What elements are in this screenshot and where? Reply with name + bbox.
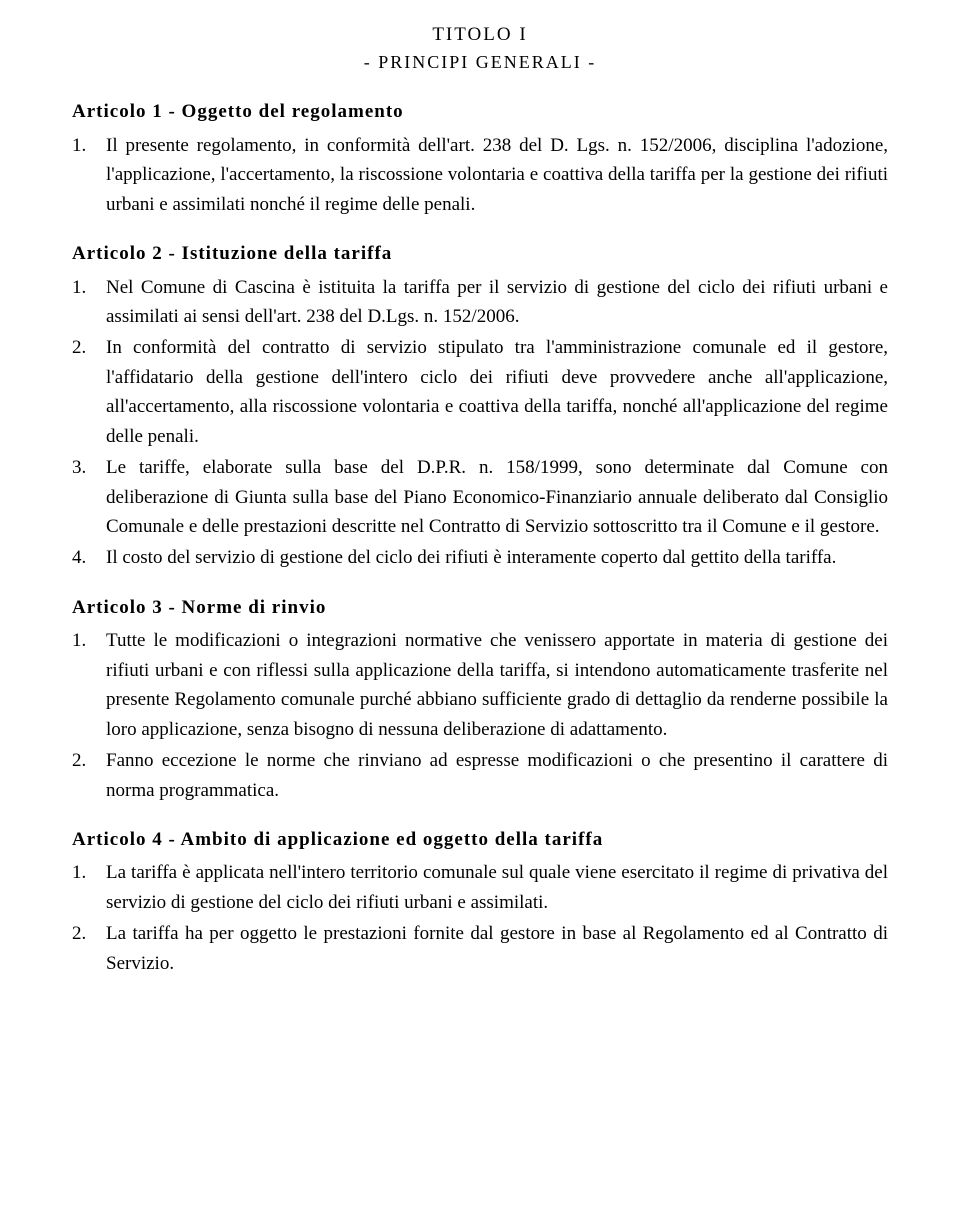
article-list: 1. La tariffa è applicata nell'intero te… [72,858,888,978]
item-text: Nel Comune di Cascina è istituita la tar… [106,273,888,332]
article-list: 1. Il presente regolamento, in conformit… [72,131,888,219]
item-number: 1. [72,626,106,744]
item-number: 1. [72,131,106,219]
item-text: Le tariffe, elaborate sulla base del D.P… [106,453,888,541]
item-number: 2. [72,746,106,805]
list-item: 1. Nel Comune di Cascina è istituita la … [72,273,888,332]
list-item: 2. In conformità del contratto di serviz… [72,333,888,451]
title-line-1: TITOLO I [72,20,888,49]
item-number: 1. [72,273,106,332]
list-item: 2. Fanno eccezione le norme che rinviano… [72,746,888,805]
list-item: 1. Tutte le modificazioni o integrazioni… [72,626,888,744]
item-text: Il costo del servizio di gestione del ci… [106,543,888,572]
list-item: 1. La tariffa è applicata nell'intero te… [72,858,888,917]
article-list: 1. Tutte le modificazioni o integrazioni… [72,626,888,805]
item-number: 2. [72,333,106,451]
list-item: 4. Il costo del servizio di gestione del… [72,543,888,572]
article-heading: Articolo 1 - Oggetto del regolamento [72,97,888,126]
item-number: 3. [72,453,106,541]
title-line-2: - PRINCIPI GENERALI - [72,49,888,77]
item-text: In conformità del contratto di servizio … [106,333,888,451]
item-text: Tutte le modificazioni o integrazioni no… [106,626,888,744]
document-page: TITOLO I - PRINCIPI GENERALI - Articolo … [0,0,960,1230]
article-list: 1. Nel Comune di Cascina è istituita la … [72,273,888,573]
item-text: Fanno eccezione le norme che rinviano ad… [106,746,888,805]
article-heading: Articolo 4 - Ambito di applicazione ed o… [72,825,888,854]
list-item: 1. Il presente regolamento, in conformit… [72,131,888,219]
item-text: La tariffa è applicata nell'intero terri… [106,858,888,917]
item-text: Il presente regolamento, in conformità d… [106,131,888,219]
list-item: 3. Le tariffe, elaborate sulla base del … [72,453,888,541]
item-text: La tariffa ha per oggetto le prestazioni… [106,919,888,978]
article-heading: Articolo 3 - Norme di rinvio [72,593,888,622]
article-heading: Articolo 2 - Istituzione della tariffa [72,239,888,268]
item-number: 4. [72,543,106,572]
item-number: 2. [72,919,106,978]
item-number: 1. [72,858,106,917]
list-item: 2. La tariffa ha per oggetto le prestazi… [72,919,888,978]
title-block: TITOLO I - PRINCIPI GENERALI - [72,20,888,77]
